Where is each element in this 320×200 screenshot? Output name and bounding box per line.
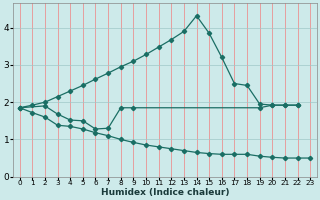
X-axis label: Humidex (Indice chaleur): Humidex (Indice chaleur) [101, 188, 229, 197]
